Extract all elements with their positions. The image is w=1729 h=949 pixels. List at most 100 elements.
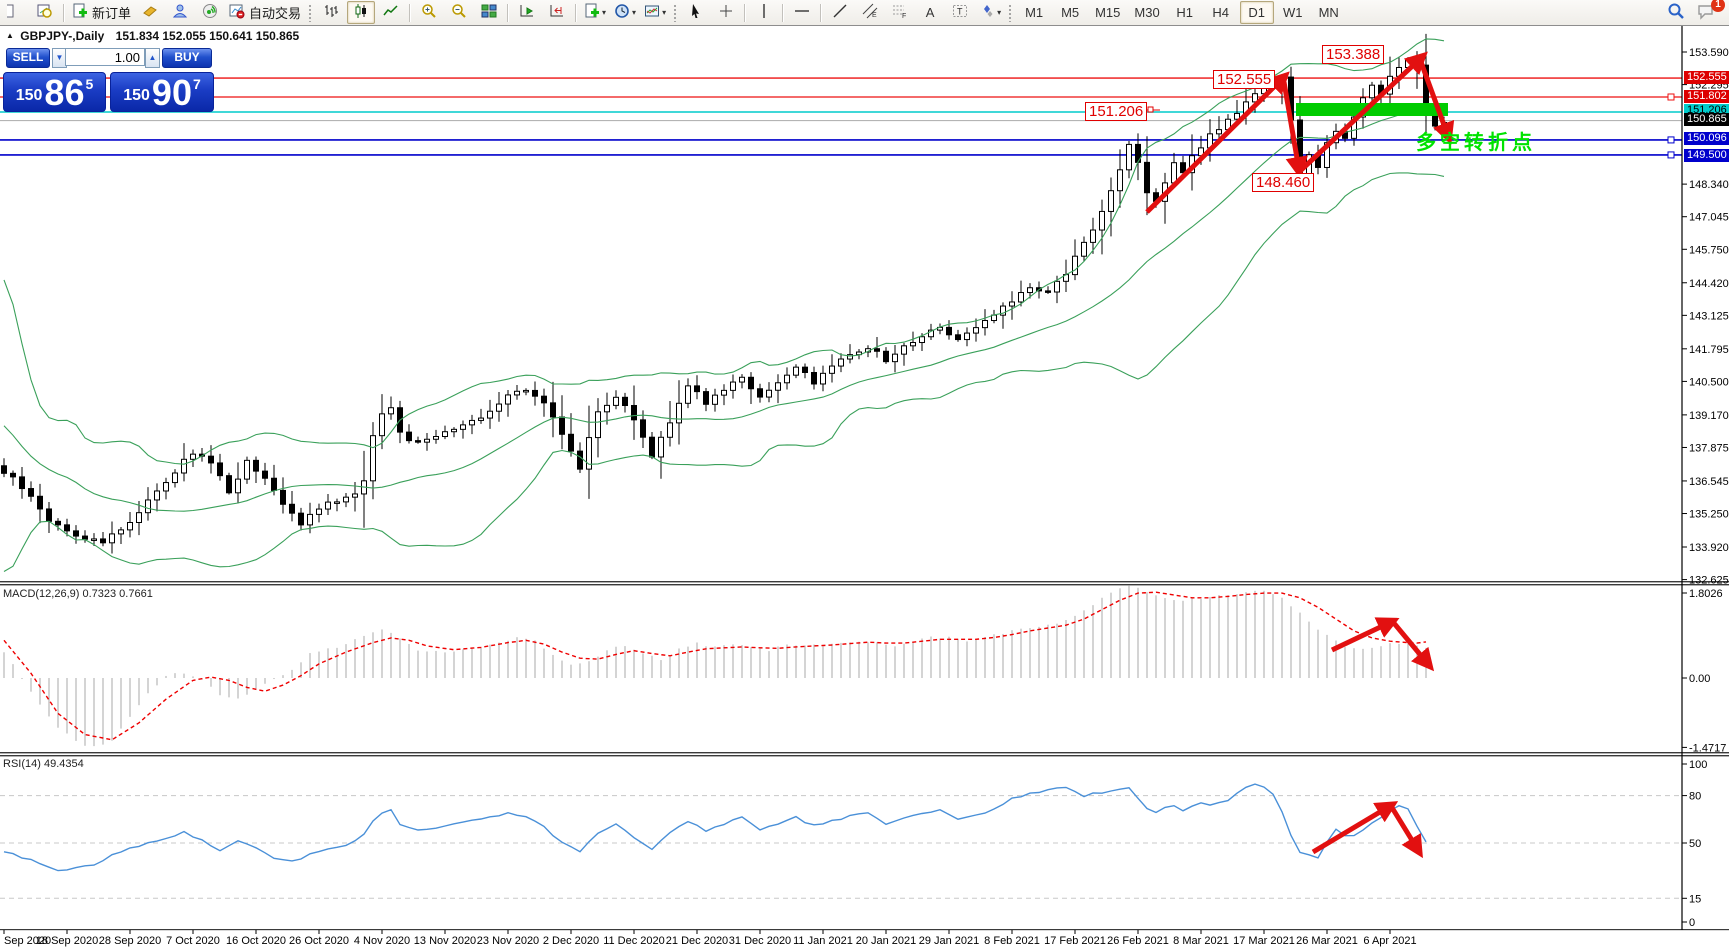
sell-price-big: 86 xyxy=(44,72,85,113)
line-chart-type-button[interactable] xyxy=(377,1,405,24)
text-tool-button[interactable]: A xyxy=(916,1,944,24)
rsi-scale[interactable]: 100 80 50 15 0 xyxy=(1682,759,1707,929)
zoom-in-icon xyxy=(421,3,437,22)
search-icon xyxy=(1667,2,1685,23)
trendline-button[interactable] xyxy=(826,1,854,24)
svg-text:16 Oct 2020: 16 Oct 2020 xyxy=(226,935,286,947)
signals-icon xyxy=(202,3,218,22)
timeframe-w1-button[interactable]: W1 xyxy=(1276,1,1310,24)
shapes-button[interactable]: ▾ xyxy=(976,1,1004,24)
zoom-in-button[interactable] xyxy=(415,1,443,24)
clipped-profile-button[interactable] xyxy=(0,1,29,24)
svg-text:8 Feb 2021: 8 Feb 2021 xyxy=(984,935,1040,947)
timeframe-m30-button[interactable]: M30 xyxy=(1128,1,1165,24)
timeframe-mn-button[interactable]: MN xyxy=(1312,1,1346,24)
toolbar-drag-handle[interactable] xyxy=(1008,3,1014,22)
chart-canvas: 153.590152.295148.340147.045145.750144.4… xyxy=(0,26,1729,947)
autotrading-icon xyxy=(229,3,245,22)
volume-increase-button[interactable]: ▲ xyxy=(145,48,160,68)
line-chart-type-icon xyxy=(383,3,399,22)
auto-scroll-button[interactable] xyxy=(513,1,541,24)
buy-price-button[interactable]: 150 90 7 xyxy=(110,72,214,112)
new-order-button-label: 新订单 xyxy=(92,6,132,21)
timeframe-m5-button-glyph: M5 xyxy=(1061,5,1080,20)
svg-text:133.920: 133.920 xyxy=(1689,542,1729,554)
zoom-out-button[interactable] xyxy=(445,1,473,24)
macd-label: MACD(12,26,9) 0.7323 0.7661 xyxy=(3,588,153,600)
timeframe-h4-button[interactable]: H4 xyxy=(1204,1,1238,24)
indicators-button[interactable]: ▾ xyxy=(581,1,609,24)
accounts-button[interactable] xyxy=(166,1,194,24)
tile-windows-button[interactable] xyxy=(475,1,503,24)
svg-text:23 Nov 2020: 23 Nov 2020 xyxy=(477,935,539,947)
market-button[interactable] xyxy=(136,1,164,24)
notifications-button[interactable]: 1 xyxy=(1692,0,1725,24)
timeframe-m1-button-glyph: M1 xyxy=(1025,5,1044,20)
timeframe-m15-button[interactable]: M15 xyxy=(1089,1,1126,24)
accounts-icon xyxy=(172,3,188,22)
toolbar-separator xyxy=(507,3,510,22)
price-annotation-label[interactable]: 148.460 xyxy=(1252,173,1315,192)
bar-chart-type-button[interactable] xyxy=(317,1,345,24)
trendline-icon xyxy=(832,3,848,22)
sell-price-button[interactable]: 150 86 5 xyxy=(3,72,106,112)
periods-button[interactable]: ▾ xyxy=(611,1,639,24)
turning-point-note[interactable]: 多空转折点 xyxy=(1416,132,1536,154)
chart-preview-button[interactable] xyxy=(31,1,59,24)
timeframe-m1-button[interactable]: M1 xyxy=(1017,1,1051,24)
timeframe-m5-button[interactable]: M5 xyxy=(1053,1,1087,24)
pane-separators xyxy=(0,26,1729,931)
templates-button[interactable]: ▾ xyxy=(641,1,669,24)
new-order-button[interactable]: 新订单 xyxy=(69,1,134,24)
svg-text:100: 100 xyxy=(1689,759,1707,771)
price-scale[interactable]: 153.590152.295148.340147.045145.750144.4… xyxy=(1682,47,1729,587)
symbol-tree-icon[interactable]: ▲ xyxy=(6,31,14,40)
label-tool-icon: T xyxy=(952,3,968,22)
equidistant-channel-button[interactable]: E xyxy=(856,1,884,24)
timeframe-h1-button[interactable]: H1 xyxy=(1168,1,1202,24)
search-button[interactable] xyxy=(1662,1,1690,24)
svg-text:4 Nov 2020: 4 Nov 2020 xyxy=(354,935,410,947)
volume-input[interactable] xyxy=(65,48,145,66)
autotrading-button[interactable]: 自动交易 xyxy=(226,1,304,24)
support-zone-rectangle[interactable] xyxy=(1296,103,1448,116)
toolbar-separator xyxy=(782,3,785,22)
trend-arrow xyxy=(1297,51,1428,174)
macd-signal-line xyxy=(3,591,1427,741)
text-tool-button-glyph: A xyxy=(925,5,935,20)
svg-text:2 Dec 2020: 2 Dec 2020 xyxy=(543,935,599,947)
macd-scale[interactable]: 1.8026 0.00 -1.4717 xyxy=(1682,588,1726,754)
candle-chart-type-button[interactable] xyxy=(347,1,376,24)
signals-button[interactable] xyxy=(196,1,224,24)
timeframe-d1-button[interactable]: D1 xyxy=(1239,1,1274,24)
timeframe-mn-button-glyph: MN xyxy=(1318,5,1339,20)
price-scale-badge: 150.865 xyxy=(1684,113,1729,126)
svg-text:21 Dec 2020: 21 Dec 2020 xyxy=(666,935,728,947)
horizontal-line-button[interactable] xyxy=(788,1,816,24)
price-annotation-label[interactable]: 153.388 xyxy=(1322,45,1385,64)
price-annotation-label[interactable]: 151.206 xyxy=(1085,102,1148,121)
notification-badge: 1 xyxy=(1711,0,1725,12)
trend-arrow xyxy=(1388,804,1423,859)
toolbar-drag-handle[interactable] xyxy=(673,3,679,22)
vertical-line-button[interactable] xyxy=(750,1,778,24)
buy-price-big: 90 xyxy=(151,72,192,113)
toolbar-drag-handle[interactable] xyxy=(308,3,314,22)
cursor-button[interactable] xyxy=(682,1,710,24)
sell-button[interactable]: SELL xyxy=(6,48,50,68)
toolbar-separator xyxy=(575,3,578,22)
svg-text:28 Sep 2020: 28 Sep 2020 xyxy=(99,935,161,947)
svg-text:141.795: 141.795 xyxy=(1689,344,1729,356)
trend-arrows[interactable] xyxy=(1145,51,1455,859)
price-annotation-label[interactable]: 152.555 xyxy=(1213,70,1276,89)
label-tool-button[interactable]: T xyxy=(946,1,974,24)
fibonacci-button[interactable]: F xyxy=(886,1,914,24)
buy-button[interactable]: BUY xyxy=(162,48,212,68)
timeframe-d1-button-glyph: D1 xyxy=(1248,5,1265,20)
crosshair-button[interactable] xyxy=(712,1,740,24)
chart-shift-button[interactable] xyxy=(543,1,571,24)
zoom-out-icon xyxy=(451,3,467,22)
svg-text:8 Mar 2021: 8 Mar 2021 xyxy=(1173,935,1229,947)
svg-text:148.340: 148.340 xyxy=(1689,179,1729,191)
